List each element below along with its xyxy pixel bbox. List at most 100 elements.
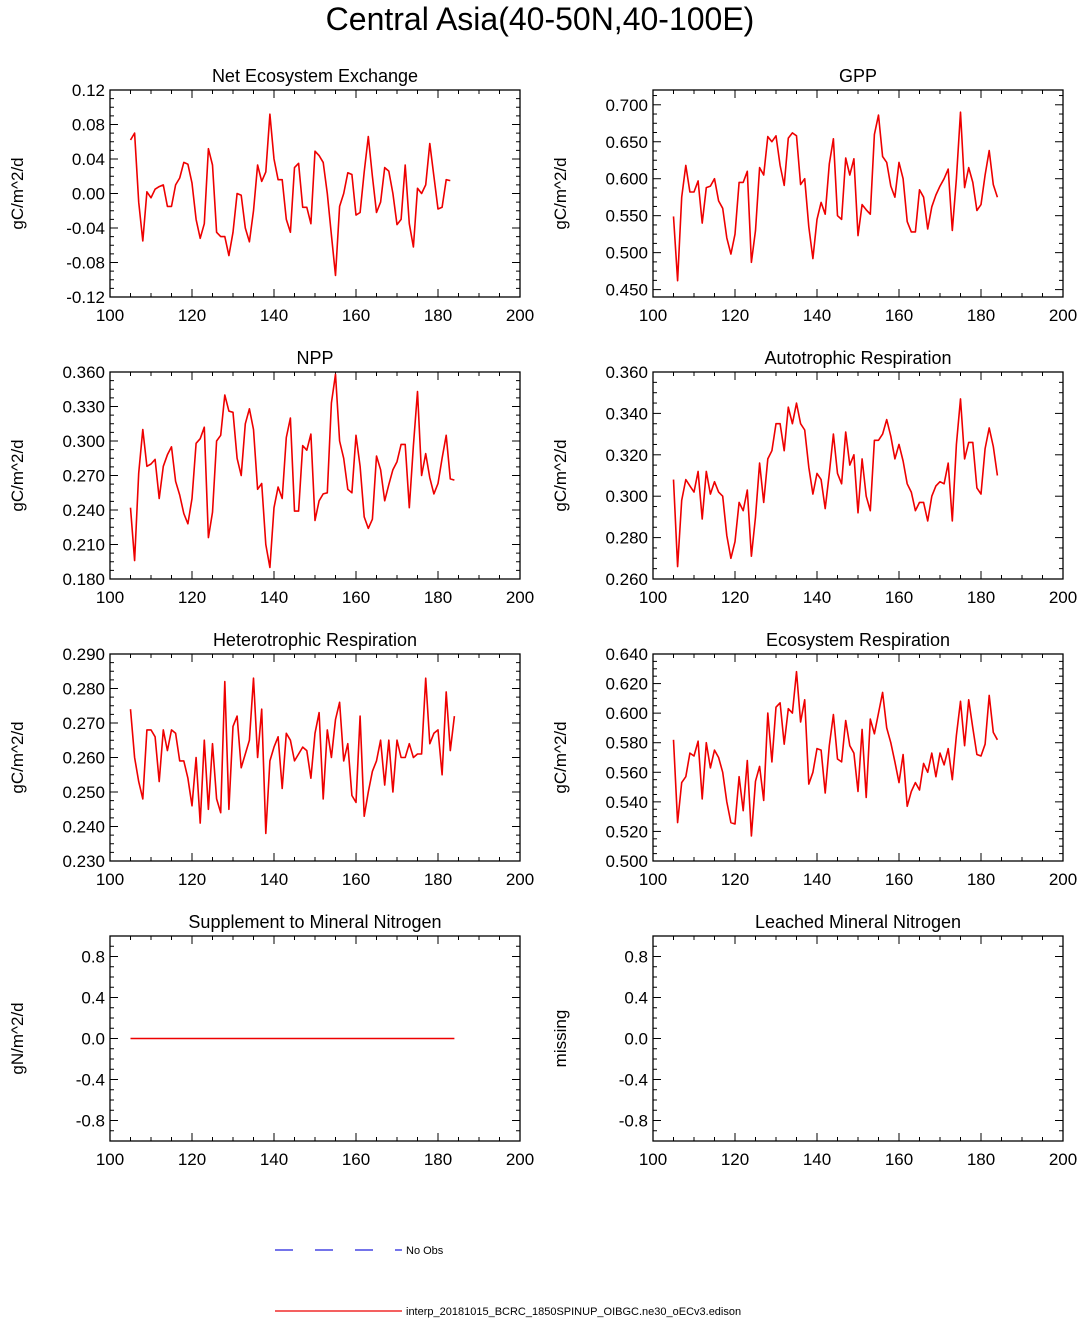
x-tick-label: 180 (424, 306, 452, 325)
x-tick-label: 140 (260, 870, 288, 889)
y-tick-label: 0.360 (62, 363, 105, 382)
x-tick-label: 120 (178, 1150, 206, 1169)
y-tick-label: 0.700 (605, 96, 648, 115)
y-tick-label: 0.500 (605, 852, 648, 871)
panel-grid: Net Ecosystem Exchange gC/m^2/d 100 120 140 1… (8, 66, 1077, 1169)
y-tick-label: 0.12 (72, 81, 105, 100)
y-tick-label: 0.0 (624, 1030, 648, 1049)
y-tick-label: 0.320 (605, 446, 648, 465)
x-tick-label: 160 (885, 306, 913, 325)
x-tick-label: 140 (803, 306, 831, 325)
x-tick-label: 160 (342, 588, 370, 607)
y-tick-label: 0.290 (62, 645, 105, 664)
x-tick-label: 200 (506, 1150, 534, 1169)
x-tick-label: 200 (506, 870, 534, 889)
x-tick-label: 200 (1049, 1150, 1077, 1169)
y-axis-label: gC/m^2/d (8, 157, 27, 229)
legend: No Obs interp_20181015_BCRC_1850SPINUP_O… (275, 1245, 741, 1318)
x-tick-label: 180 (967, 306, 995, 325)
x-tick-label: 160 (342, 306, 370, 325)
panel-title: NPP (296, 348, 333, 368)
x-tick-label: 180 (967, 1150, 995, 1169)
x-tick-label: 120 (178, 306, 206, 325)
x-tick-label: 100 (639, 588, 667, 607)
y-tick-label: 0.640 (605, 645, 648, 664)
y-tick-label: 0.230 (62, 852, 105, 871)
panel-title: Leached Mineral Nitrogen (755, 912, 961, 932)
y-tick-label: -0.4 (619, 1071, 648, 1090)
y-tick-label: 0.330 (62, 398, 105, 417)
y-tick-label: 0.450 (605, 281, 648, 300)
panel-title: Ecosystem Respiration (766, 630, 950, 650)
series-line (672, 670, 999, 837)
x-tick-label: 180 (424, 1150, 452, 1169)
legend-model-label: interp_20181015_BCRC_1850SPINUP_OIBGC.ne… (406, 1306, 741, 1318)
x-tick-label: 120 (721, 588, 749, 607)
y-tick-label: 0.300 (605, 487, 648, 506)
chart-panel-8: Leached Mineral Nitrogen missing 100 120 140… (551, 912, 1077, 1169)
panel-title: Net Ecosystem Exchange (212, 66, 418, 86)
plot-frame (652, 371, 1064, 580)
chart-panel-5: Heterotrophic Respiration gC/m^2/d 100 120 1… (8, 630, 534, 889)
x-tick-label: 140 (260, 1150, 288, 1169)
y-tick-label: 0.270 (62, 714, 105, 733)
y-tick-label: -0.04 (66, 219, 105, 238)
x-tick-label: 200 (506, 588, 534, 607)
y-tick-label: 0.08 (72, 116, 105, 135)
y-tick-label: 0.500 (605, 244, 648, 263)
y-tick-label: 0.280 (605, 529, 648, 548)
y-tick-label: 0.240 (62, 501, 105, 520)
x-tick-label: 100 (96, 870, 124, 889)
y-axis-label: gN/m^2/d (8, 1002, 27, 1074)
x-tick-label: 160 (885, 870, 913, 889)
y-tick-label: 0.300 (62, 432, 105, 451)
x-tick-label: 100 (96, 588, 124, 607)
y-tick-label: 0.580 (605, 734, 648, 753)
chart-panel-2: GPP gC/m^2/d 100 120 140 160 180 200 0.450 0.500 0… (551, 66, 1077, 325)
y-axis-label: gC/m^2/d (551, 721, 570, 793)
x-tick-label: 160 (342, 1150, 370, 1169)
series-line (129, 373, 455, 569)
x-tick-label: 160 (885, 588, 913, 607)
y-tick-label: 0.4 (81, 989, 105, 1008)
y-tick-label: 0.540 (605, 793, 648, 812)
plot-frame (109, 653, 521, 862)
y-tick-label: 0.8 (81, 948, 105, 967)
y-tick-label: 0.600 (605, 704, 648, 723)
plot-frame (109, 89, 521, 298)
series-line (129, 113, 451, 277)
y-tick-label: 0.620 (605, 675, 648, 694)
x-tick-label: 200 (1049, 306, 1077, 325)
x-tick-label: 140 (803, 870, 831, 889)
panel-title: Supplement to Mineral Nitrogen (188, 912, 441, 932)
x-tick-label: 140 (803, 1150, 831, 1169)
panel-title: Autotrophic Respiration (764, 348, 951, 368)
x-tick-label: 100 (96, 306, 124, 325)
x-tick-label: 100 (639, 306, 667, 325)
chart-panel-7: Supplement to Mineral Nitrogen gN/m^2/d 10… (8, 912, 534, 1169)
chart-panel-4: Autotrophic Respiration gC/m^2/d 100 120 140… (551, 348, 1077, 607)
y-tick-label: 0.650 (605, 133, 648, 152)
y-tick-label: 0.180 (62, 570, 105, 589)
x-tick-label: 200 (1049, 870, 1077, 889)
y-tick-label: 0.600 (605, 170, 648, 189)
y-tick-label: 0.550 (605, 207, 648, 226)
y-tick-label: 0.04 (72, 150, 105, 169)
plot-frame (109, 371, 521, 580)
chart-panel-3: NPP gC/m^2/d 100 120 140 160 180 200 0.180 0.210 0… (8, 348, 534, 607)
chart-panel-1: Net Ecosystem Exchange gC/m^2/d 100 120 140 1… (8, 66, 534, 325)
x-tick-label: 120 (721, 1150, 749, 1169)
y-tick-label: -0.8 (76, 1112, 105, 1131)
y-tick-label: 0.560 (605, 763, 648, 782)
x-tick-label: 100 (639, 1150, 667, 1169)
y-axis-label: missing (551, 1010, 570, 1068)
x-tick-label: 100 (639, 870, 667, 889)
x-tick-label: 100 (96, 1150, 124, 1169)
x-tick-label: 180 (424, 588, 452, 607)
series-line (129, 677, 456, 835)
y-tick-label: 0.8 (624, 948, 648, 967)
y-axis-label: gC/m^2/d (8, 721, 27, 793)
y-tick-label: 0.250 (62, 783, 105, 802)
x-tick-label: 120 (721, 306, 749, 325)
